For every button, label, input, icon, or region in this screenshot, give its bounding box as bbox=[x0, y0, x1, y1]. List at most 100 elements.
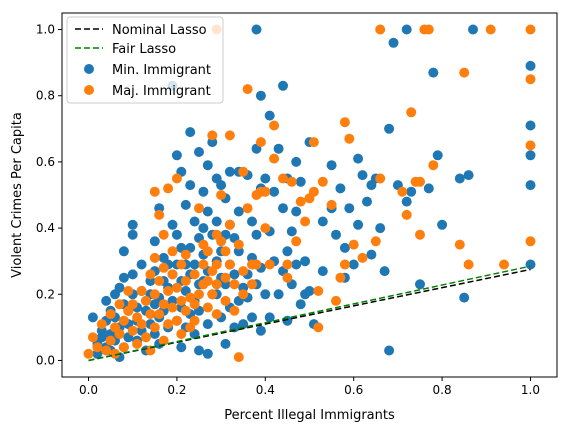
data-point bbox=[194, 147, 204, 157]
data-point bbox=[463, 170, 474, 181]
data-point bbox=[110, 348, 120, 359]
data-point bbox=[224, 130, 235, 141]
data-point bbox=[366, 249, 377, 260]
data-point bbox=[220, 295, 231, 306]
data-point bbox=[286, 226, 297, 237]
data-point bbox=[238, 166, 249, 177]
data-point bbox=[269, 186, 280, 197]
data-point bbox=[454, 173, 465, 184]
legend-label-fair-lasso: Fair Lasso bbox=[112, 42, 176, 57]
data-point bbox=[198, 186, 209, 197]
data-point bbox=[202, 246, 213, 257]
data-point bbox=[211, 216, 222, 227]
data-point bbox=[339, 242, 350, 253]
x-tick-label: 0.6 bbox=[344, 383, 363, 397]
series-maj-immigrant bbox=[83, 24, 536, 363]
data-point bbox=[375, 223, 386, 234]
data-point bbox=[242, 203, 253, 214]
data-point bbox=[269, 120, 280, 131]
data-point bbox=[255, 137, 266, 148]
data-point bbox=[525, 120, 536, 131]
data-point bbox=[454, 239, 465, 250]
data-point bbox=[96, 332, 107, 343]
x-tick-label: 0.0 bbox=[79, 383, 98, 397]
data-point bbox=[229, 305, 240, 316]
data-point bbox=[264, 312, 275, 323]
data-point bbox=[260, 289, 271, 300]
data-point bbox=[132, 338, 143, 349]
y-tick-label: 0.8 bbox=[36, 89, 55, 103]
x-tick-label: 0.8 bbox=[433, 383, 452, 397]
data-point bbox=[141, 295, 151, 306]
data-point bbox=[114, 282, 125, 293]
data-point bbox=[154, 209, 165, 220]
data-point bbox=[331, 229, 341, 240]
data-point bbox=[362, 196, 372, 207]
data-point bbox=[194, 289, 204, 300]
data-point bbox=[459, 292, 470, 303]
data-point bbox=[224, 259, 235, 270]
data-point bbox=[167, 246, 178, 257]
data-point bbox=[194, 345, 204, 356]
data-point bbox=[171, 282, 182, 293]
x-axis: 0.0 0.2 0.4 0.6 0.8 1.0 bbox=[79, 377, 540, 397]
data-point bbox=[291, 206, 302, 217]
data-point bbox=[525, 259, 536, 270]
data-point bbox=[224, 219, 235, 230]
data-point bbox=[238, 266, 249, 277]
data-point bbox=[525, 24, 536, 35]
data-point bbox=[415, 176, 425, 187]
legend-label-maj-immigrant: Maj. Immigrant bbox=[112, 84, 211, 99]
data-point bbox=[158, 299, 169, 310]
data-point bbox=[291, 236, 302, 247]
data-point bbox=[167, 269, 178, 280]
data-point bbox=[114, 329, 125, 339]
data-point bbox=[397, 186, 408, 197]
data-point bbox=[229, 279, 240, 290]
data-point bbox=[163, 319, 174, 330]
data-point bbox=[202, 348, 213, 359]
data-point bbox=[171, 150, 182, 161]
data-point bbox=[295, 196, 306, 207]
data-point bbox=[149, 252, 160, 263]
data-point bbox=[105, 335, 116, 346]
data-point bbox=[207, 289, 218, 300]
data-point bbox=[118, 315, 129, 326]
data-point bbox=[357, 252, 368, 263]
y-axis-label: Violent Crimes Per Capita bbox=[10, 112, 25, 278]
data-point bbox=[247, 216, 257, 227]
data-point bbox=[145, 309, 156, 320]
axes-frame bbox=[61, 12, 558, 378]
data-point bbox=[375, 173, 386, 184]
data-point bbox=[167, 302, 178, 313]
data-point bbox=[101, 295, 112, 306]
data-point bbox=[344, 133, 355, 144]
data-point bbox=[127, 299, 138, 310]
data-point bbox=[158, 262, 169, 273]
data-point bbox=[149, 236, 160, 247]
data-point bbox=[220, 246, 231, 257]
data-point bbox=[339, 117, 350, 128]
data-point bbox=[260, 173, 271, 184]
data-point bbox=[525, 74, 536, 85]
legend-marker-maj-immigrant bbox=[84, 85, 94, 95]
data-point bbox=[406, 107, 417, 118]
data-point bbox=[202, 160, 213, 171]
data-point bbox=[158, 335, 169, 346]
y-tick-label: 0.4 bbox=[36, 221, 55, 235]
data-point bbox=[233, 206, 244, 217]
fair-lasso-line bbox=[88, 265, 531, 362]
data-point bbox=[92, 342, 103, 353]
data-point bbox=[105, 309, 116, 320]
data-point bbox=[96, 319, 107, 330]
data-point bbox=[176, 259, 187, 270]
x-tick-label: 0.4 bbox=[256, 383, 275, 397]
data-point bbox=[87, 312, 98, 323]
data-point bbox=[308, 137, 319, 148]
data-point bbox=[353, 153, 364, 164]
data-point bbox=[264, 259, 275, 270]
data-point bbox=[180, 199, 191, 210]
data-point bbox=[260, 186, 271, 197]
data-point bbox=[136, 319, 147, 330]
data-point bbox=[202, 276, 213, 286]
